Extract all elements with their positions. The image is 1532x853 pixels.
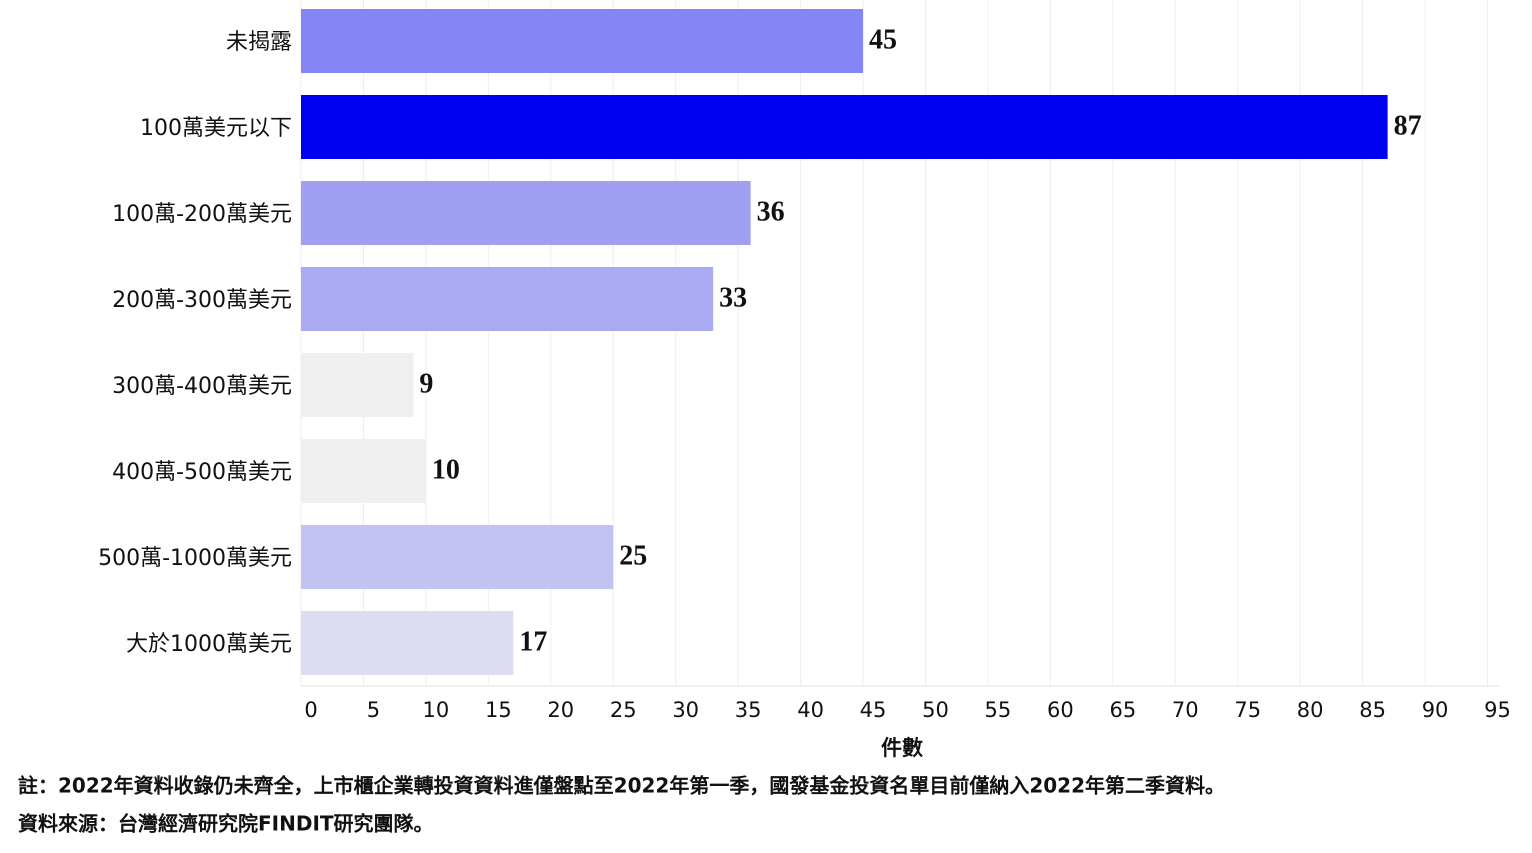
bar — [301, 439, 426, 503]
x-tick-label: 10 — [423, 698, 450, 722]
x-axis-label: 件數 — [881, 736, 923, 760]
y-tick-label: 100萬-200萬美元 — [112, 202, 292, 227]
y-tick-label: 300萬-400萬美元 — [112, 374, 292, 399]
note: 資料來源：台灣經濟研究院FINDIT研究團隊。 — [18, 812, 434, 836]
x-tick-label: 35 — [735, 698, 762, 722]
value-label: 87 — [1394, 110, 1422, 141]
x-tick-label: 60 — [1047, 698, 1074, 722]
y-tick-label: 500萬-1000萬美元 — [98, 546, 292, 571]
x-tick-label: 55 — [985, 698, 1012, 722]
value-label: 17 — [519, 626, 547, 657]
value-label: 36 — [757, 196, 785, 227]
x-tick-label: 0 — [304, 698, 317, 722]
x-tick-label: 75 — [1234, 698, 1261, 722]
value-label: 33 — [719, 282, 747, 313]
bar — [301, 267, 714, 331]
note: 註：2022年資料收錄仍未齊全，上市櫃企業轉投資資料進僅盤點至2022年第一季，… — [18, 774, 1225, 798]
value-label: 9 — [419, 368, 433, 399]
value-label: 45 — [869, 24, 897, 55]
bar — [301, 353, 414, 417]
x-tick-label: 5 — [367, 698, 380, 722]
value-label: 25 — [619, 540, 647, 571]
y-tick-label: 200萬-300萬美元 — [112, 288, 292, 313]
x-tick-label: 20 — [547, 698, 574, 722]
bar — [301, 95, 1388, 159]
x-tick-label: 45 — [860, 698, 887, 722]
value-label: 10 — [432, 454, 460, 485]
x-tick-label: 80 — [1297, 698, 1324, 722]
x-tick-label: 85 — [1359, 698, 1386, 722]
x-tick-label: 30 — [672, 698, 699, 722]
x-tick-label: 90 — [1422, 698, 1449, 722]
x-tick-label: 25 — [610, 698, 637, 722]
y-tick-label: 100萬美元以下 — [140, 116, 292, 141]
bar — [301, 611, 514, 675]
x-tick-label: 95 — [1484, 698, 1511, 722]
x-tick-label: 40 — [797, 698, 824, 722]
x-tick-label: 70 — [1172, 698, 1199, 722]
x-tick-label: 50 — [922, 698, 949, 722]
x-tick-label: 15 — [485, 698, 512, 722]
x-tick-label: 65 — [1109, 698, 1136, 722]
y-tick-label: 大於1000萬美元 — [126, 632, 292, 657]
bar — [301, 9, 864, 73]
bar — [301, 181, 751, 245]
y-tick-label: 400萬-500萬美元 — [112, 460, 292, 485]
bar — [301, 525, 614, 589]
y-tick-label: 未揭露 — [226, 30, 292, 55]
